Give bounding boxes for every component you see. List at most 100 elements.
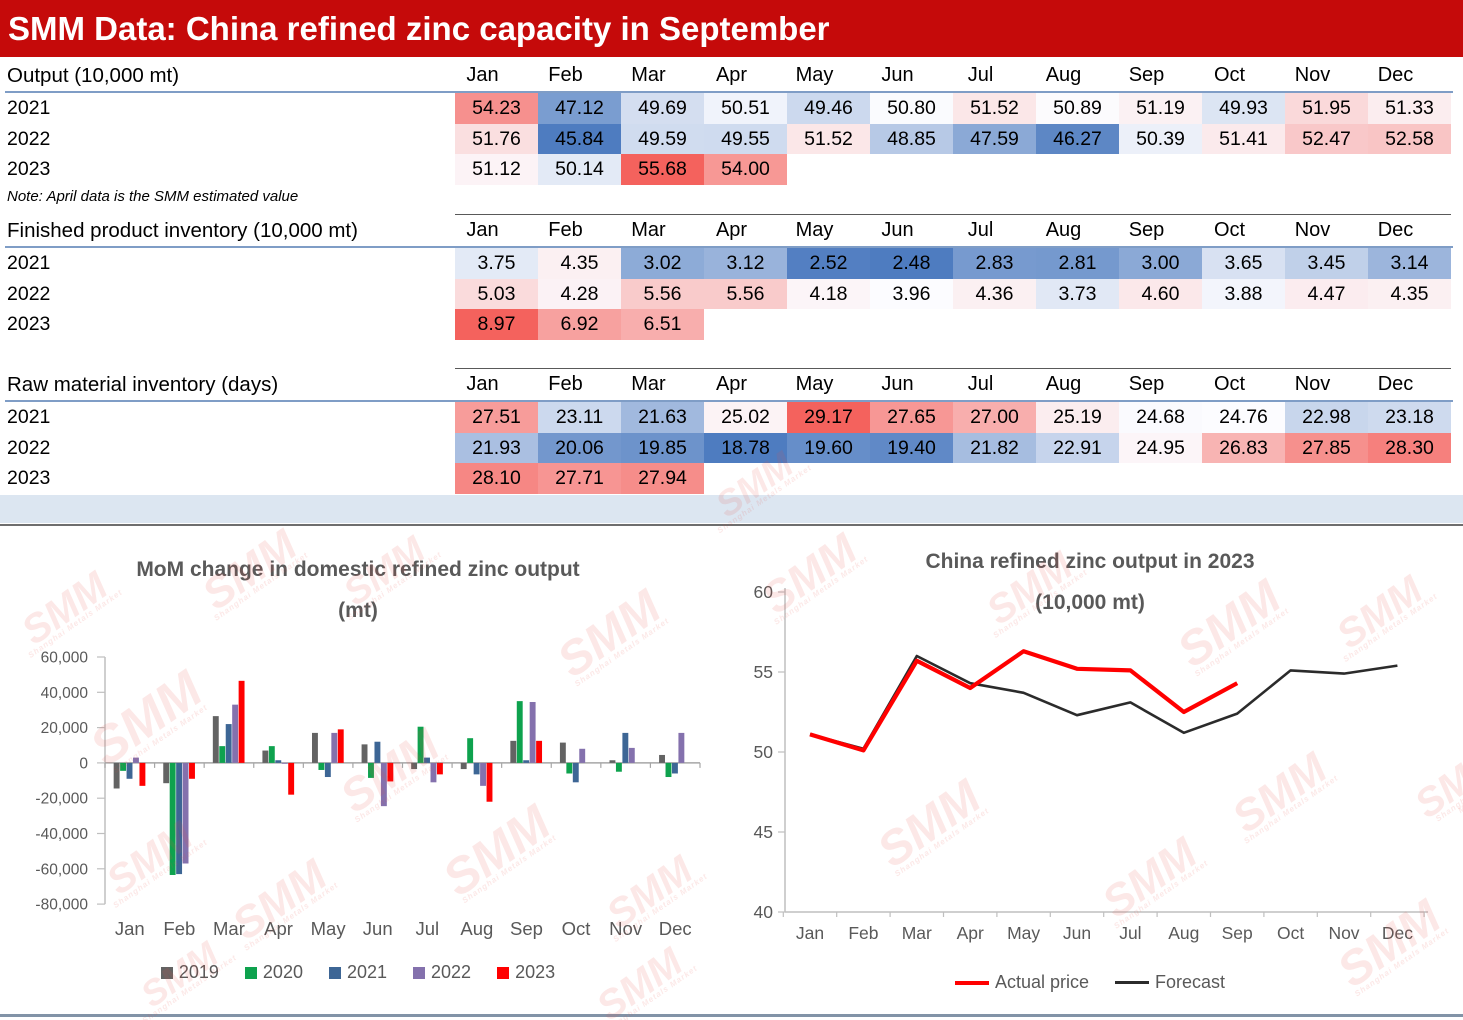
bar-chart-title-line2: (mt) xyxy=(338,599,378,622)
month-header: Mar xyxy=(631,219,666,241)
month-header: Nov xyxy=(1294,373,1331,395)
x-label: Jun xyxy=(363,918,393,939)
bar-chart-title-line1: MoM change in domestic refined zinc outp… xyxy=(136,558,580,581)
value-cell: 49.69 xyxy=(621,93,704,124)
table-row: 2021 27.51 23.11 21.63 25.02 29.17 27.65 27.00 2… xyxy=(5,402,1453,433)
legend-label: 2021 xyxy=(346,962,388,982)
month-header: Apr xyxy=(715,64,748,86)
bar-2021-Jan xyxy=(126,762,133,779)
bar-2019-Feb xyxy=(163,762,170,784)
bar-2021-Apr xyxy=(275,760,282,763)
month-header: Sep xyxy=(1128,219,1165,241)
bar-2019-Nov xyxy=(609,760,616,763)
value-cell: 19.85 xyxy=(621,432,704,463)
bar-2023-Feb xyxy=(189,762,195,779)
value-cell: 6.92 xyxy=(538,309,621,340)
value-cell: 27.94 xyxy=(621,463,704,494)
bar-2022-Mar xyxy=(232,704,239,763)
value-cell: 3.14 xyxy=(1368,248,1451,279)
bar-2022-Sep xyxy=(529,702,536,763)
divider-line xyxy=(0,524,1463,526)
value-cell xyxy=(870,463,953,494)
value-cell: 3.75 xyxy=(455,248,538,279)
value-cell: 5.03 xyxy=(455,278,538,309)
value-cell: 26.83 xyxy=(1202,432,1285,463)
value-cell: 4.60 xyxy=(1119,278,1202,309)
bar-2020-Mar xyxy=(219,746,226,763)
month-header: Dec xyxy=(1377,64,1414,86)
bar-2020-Feb xyxy=(169,762,176,875)
value-cell: 27.51 xyxy=(455,402,538,433)
value-cell xyxy=(1368,309,1451,340)
line-chart: 40 45 50 55 60 Jan Feb Mar Apr May Jun Jul Aug Sep Oct… xyxy=(754,582,1428,943)
bar-2020-Sep xyxy=(516,701,523,763)
year-label: 2023 xyxy=(7,313,51,335)
bar-2022-Feb xyxy=(182,762,189,864)
table-header-row: Finished product inventory (10,000 mt) Ja… xyxy=(5,215,1453,248)
value-cell: 5.56 xyxy=(704,278,787,309)
value-cell: 19.40 xyxy=(870,432,953,463)
bar-2020-Aug xyxy=(467,738,474,763)
value-cell: 55.68 xyxy=(621,154,704,185)
value-cell xyxy=(1036,463,1119,494)
value-cell xyxy=(787,154,870,185)
bar-2020-Oct xyxy=(566,762,573,774)
x-label: Sep xyxy=(1222,923,1253,943)
legend-item: Actual price xyxy=(954,972,1089,993)
value-cell: 51.41 xyxy=(1202,123,1285,154)
month-header: May xyxy=(795,219,834,241)
value-cell: 50.80 xyxy=(870,93,953,124)
output-table: Output (10,000 mt) Jan Feb Mar Apr May Jun Jul A… xyxy=(5,60,1453,185)
year-label: 2022 xyxy=(7,282,51,305)
bar-2020-Jun xyxy=(368,762,374,778)
month-header: Jan xyxy=(466,219,499,241)
bar-2022-Dec xyxy=(678,732,685,763)
legend-item: Forecast xyxy=(1115,972,1225,993)
legend-item: 2021 xyxy=(328,962,388,983)
table-row: 2023 8.97 6.92 6.51 xyxy=(5,309,1453,340)
value-cell: 47.59 xyxy=(953,123,1036,154)
table-row: 2022 21.93 20.06 19.85 18.78 19.60 19.40 21.82 2… xyxy=(5,432,1453,463)
value-cell: 3.02 xyxy=(621,248,704,279)
value-cell: 3.65 xyxy=(1202,248,1285,279)
value-cell: 24.95 xyxy=(1119,432,1202,463)
value-cell xyxy=(787,309,870,340)
year-label: 2023 xyxy=(7,158,51,180)
bar-2022-Apr xyxy=(281,762,288,764)
series-line-Actual-price xyxy=(809,649,1239,753)
bar-2021-Feb xyxy=(176,762,183,875)
bar-2019-Jan xyxy=(113,762,120,789)
value-cell: 46.27 xyxy=(1036,123,1119,154)
month-header: Feb xyxy=(548,373,583,395)
month-header: May xyxy=(795,64,834,86)
value-cell xyxy=(704,463,787,494)
legend-swatch-icon xyxy=(497,966,510,979)
month-header: Jun xyxy=(881,219,914,241)
bar-2021-Nov xyxy=(622,732,629,763)
month-header: Jun xyxy=(881,64,914,86)
value-cell: 47.12 xyxy=(538,93,621,124)
month-header: Apr xyxy=(715,219,748,241)
x-label: Feb xyxy=(848,923,878,943)
legend-item: 2023 xyxy=(497,962,555,983)
bar-2021-Sep xyxy=(523,760,530,763)
month-header: May xyxy=(795,373,834,395)
bar-2022-Jun xyxy=(380,762,387,807)
value-cell xyxy=(787,463,870,494)
value-cell xyxy=(1285,154,1368,185)
value-cell: 51.19 xyxy=(1119,93,1202,124)
value-cell xyxy=(870,154,953,185)
year-label: 2021 xyxy=(7,97,51,119)
value-cell: 4.28 xyxy=(538,278,621,309)
y-tick-label: 40 xyxy=(754,902,774,922)
value-cell: 21.63 xyxy=(621,402,704,433)
bar-2019-May xyxy=(312,732,318,763)
legend-line-icon xyxy=(1115,981,1149,984)
page-title: SMM Data: China refined zinc capacity in… xyxy=(8,9,830,47)
legend-line-icon xyxy=(954,980,989,985)
value-cell xyxy=(1119,154,1202,185)
legend-swatch-icon xyxy=(160,966,173,979)
x-label: Jul xyxy=(1119,923,1141,943)
value-cell xyxy=(1202,154,1285,185)
